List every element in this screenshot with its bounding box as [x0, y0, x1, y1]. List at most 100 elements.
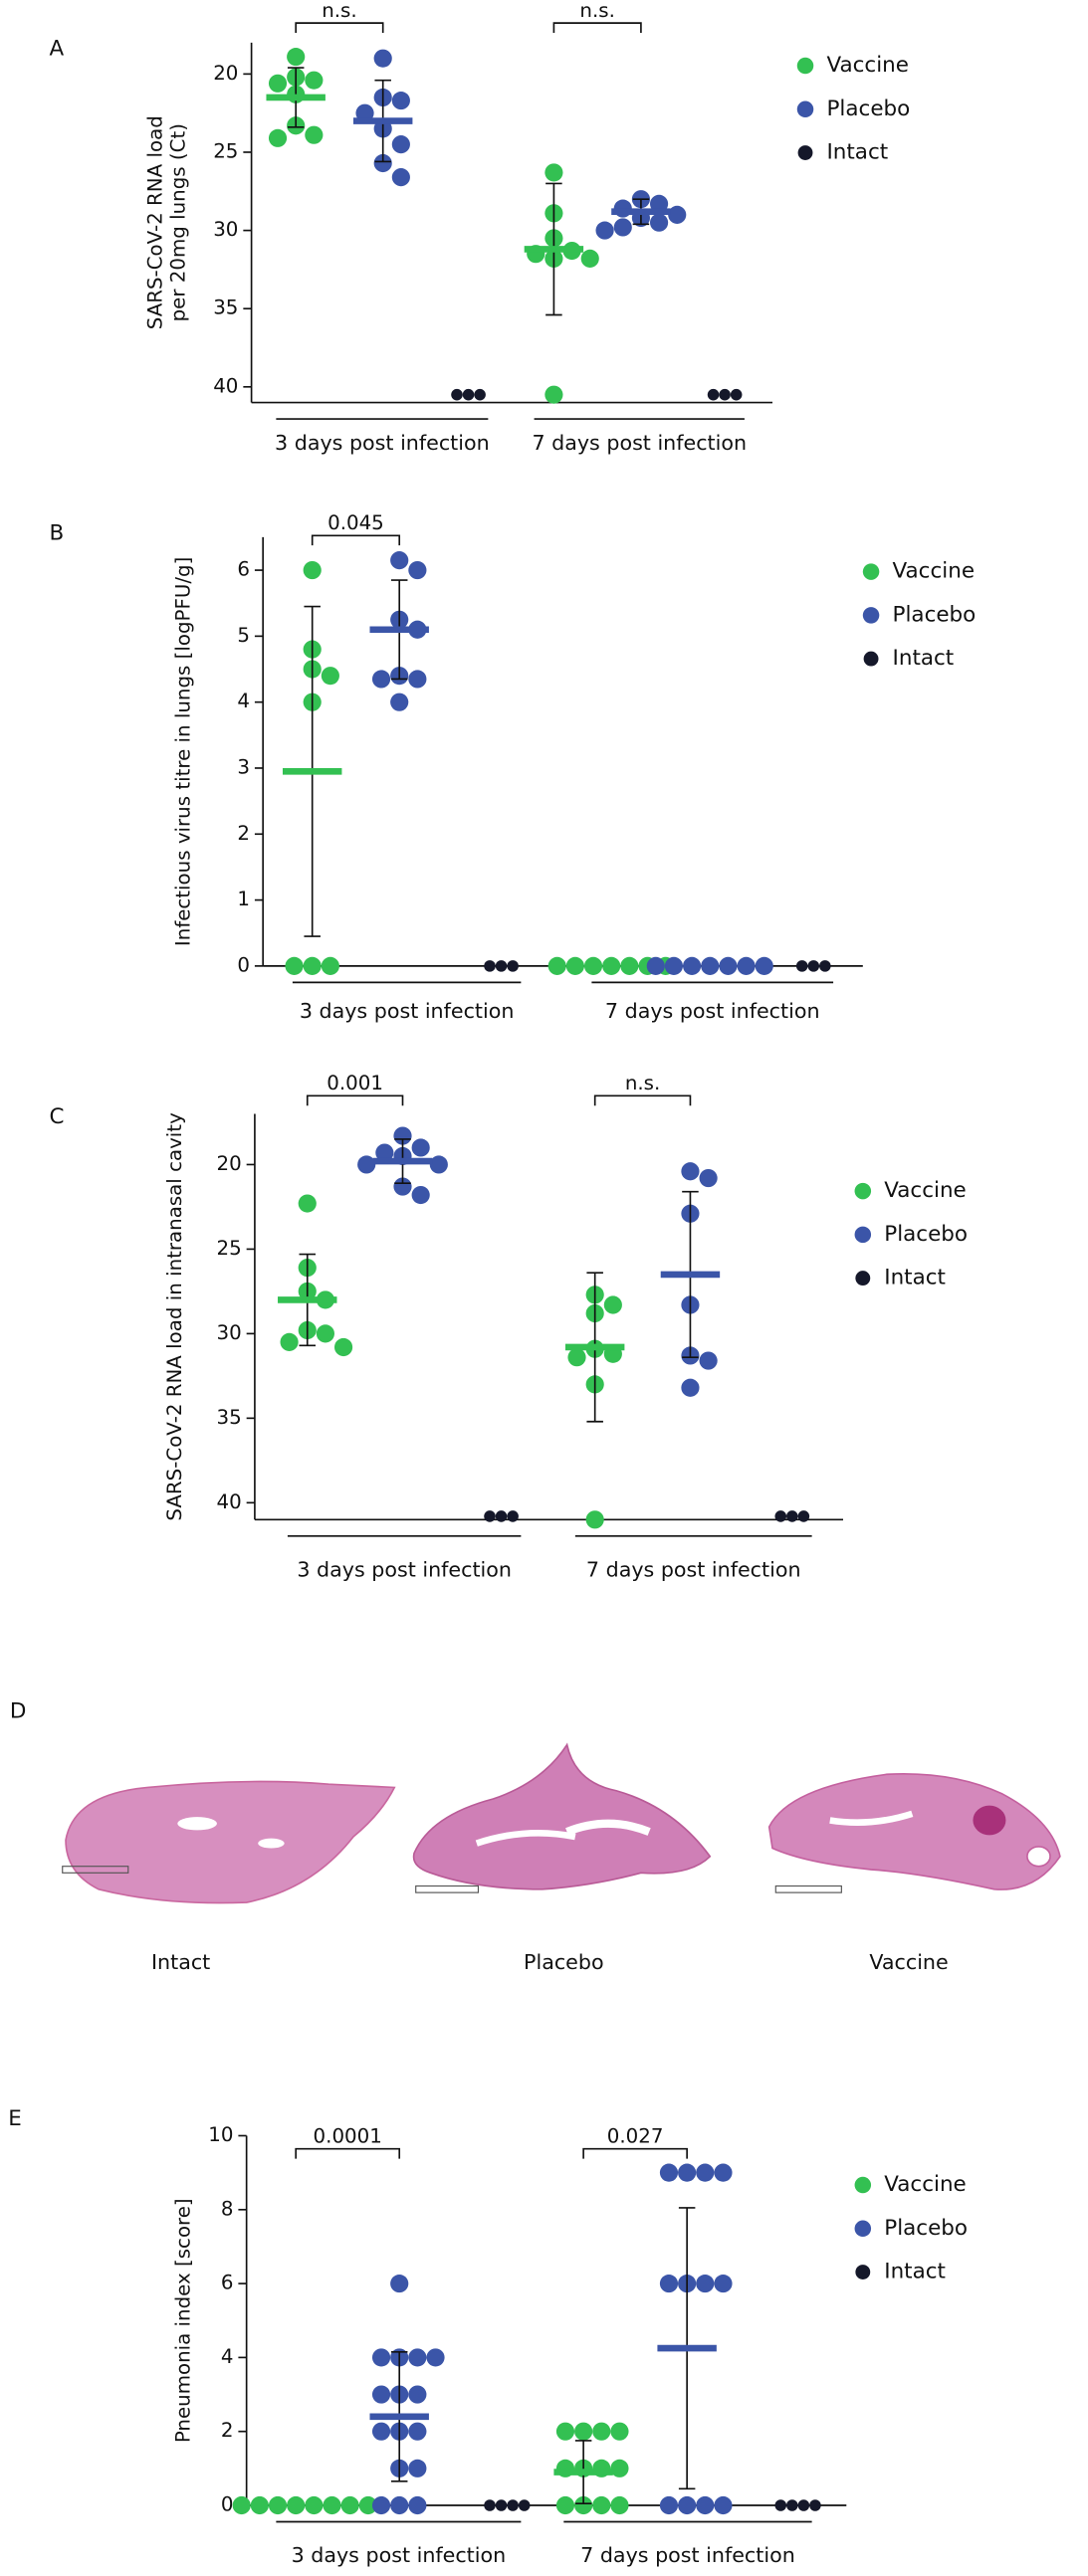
data-point — [696, 2275, 715, 2293]
data-point — [696, 2495, 715, 2515]
lung-section — [412, 1742, 712, 1890]
data-point — [371, 2495, 391, 2515]
data-point — [391, 92, 410, 110]
y-tick-label: 35 — [217, 1406, 242, 1429]
legend-marker — [862, 563, 880, 580]
legend-marker — [854, 1182, 872, 1200]
data-point — [495, 960, 508, 972]
data-point — [268, 128, 288, 147]
data-point — [393, 1177, 412, 1196]
data-point — [462, 388, 475, 401]
data-point — [699, 1351, 718, 1370]
data-point — [373, 49, 392, 68]
data-point — [681, 1162, 700, 1181]
data-point — [507, 1510, 519, 1522]
legend-label: Placebo — [884, 2216, 968, 2241]
data-point — [358, 2495, 377, 2515]
data-point — [678, 2495, 697, 2515]
data-point — [807, 960, 820, 972]
y-tick-label: 25 — [217, 1237, 242, 1260]
data-point — [595, 221, 614, 240]
data-point — [373, 153, 392, 173]
data-point — [474, 388, 486, 401]
data-point — [316, 1324, 334, 1343]
y-axis-title: SARS-CoV-2 RNA load in intranasal cavity — [163, 1112, 186, 1521]
data-point — [411, 1185, 430, 1205]
data-point — [755, 956, 773, 975]
data-point — [303, 956, 322, 975]
data-point — [408, 2348, 427, 2367]
data-point — [809, 2499, 821, 2511]
data-point — [357, 1155, 376, 1174]
data-point — [574, 2495, 593, 2515]
y-tick-label: 0 — [221, 2493, 234, 2516]
data-point — [268, 2495, 288, 2515]
legend-label: Intact — [893, 646, 955, 671]
data-point — [580, 249, 599, 268]
data-point — [719, 956, 738, 975]
data-point — [375, 1143, 394, 1162]
y-tick-label: 1 — [237, 888, 250, 910]
panel-label: B — [50, 521, 65, 546]
y-tick-label: 5 — [237, 624, 250, 647]
lesion — [973, 1805, 1006, 1836]
y-tick-label: 10 — [208, 2123, 233, 2146]
lung-section — [767, 1773, 1061, 1890]
y-tick-label: 4 — [221, 2345, 234, 2368]
x-tick-label: 3 days post infection — [300, 999, 515, 1023]
data-point — [484, 2499, 496, 2511]
data-point — [620, 956, 639, 975]
data-point — [355, 103, 374, 122]
lung-section — [65, 1780, 396, 1904]
data-point — [268, 74, 288, 93]
data-point — [484, 1510, 496, 1522]
legend-label: Vaccine — [884, 2172, 967, 2197]
airway — [258, 1838, 285, 1849]
legend-label: Intact — [826, 140, 888, 165]
image-label: Vaccine — [869, 1950, 948, 1974]
scale-bar — [774, 1884, 842, 1893]
data-point — [250, 2495, 269, 2515]
y-axis-title: SARS-CoV-2 RNA load — [143, 115, 166, 329]
scale-bar — [62, 1866, 129, 1874]
data-point — [592, 2495, 611, 2515]
data-point — [393, 1126, 412, 1145]
legend-label: Placebo — [884, 1222, 968, 1247]
y-tick-label: 6 — [221, 2272, 234, 2294]
data-point — [555, 2422, 575, 2441]
data-point — [371, 2348, 391, 2367]
legend-marker — [854, 2220, 872, 2238]
data-point — [495, 1510, 508, 1522]
data-point — [303, 560, 322, 580]
comparison-bracket — [552, 22, 642, 34]
y-tick-label: 40 — [213, 374, 238, 397]
data-point — [408, 2422, 427, 2441]
legend-label: Vaccine — [826, 53, 909, 78]
image-label: Placebo — [524, 1950, 604, 1974]
data-point — [819, 960, 831, 972]
data-point — [323, 2495, 341, 2515]
x-tick-label: 7 days post infection — [605, 999, 820, 1023]
data-point — [681, 1378, 700, 1397]
comparison-bracket — [311, 534, 401, 546]
data-point — [426, 2348, 445, 2367]
y-tick-label: 20 — [213, 62, 238, 85]
data-point — [507, 960, 519, 972]
data-point — [371, 2422, 391, 2441]
comparison-label: n.s. — [322, 0, 356, 22]
data-point — [321, 956, 339, 975]
data-point — [305, 125, 324, 144]
data-point — [683, 956, 702, 975]
y-tick-label: 3 — [237, 755, 250, 778]
legend-marker — [855, 1271, 871, 1287]
data-point — [408, 560, 427, 580]
data-point — [408, 670, 427, 689]
comparison-bracket — [306, 1094, 404, 1106]
data-point — [484, 960, 496, 972]
y-tick-label: 30 — [213, 218, 238, 241]
data-point — [391, 168, 410, 187]
legend-marker — [854, 1226, 872, 1244]
data-point — [610, 2422, 629, 2441]
data-point — [592, 2422, 611, 2441]
